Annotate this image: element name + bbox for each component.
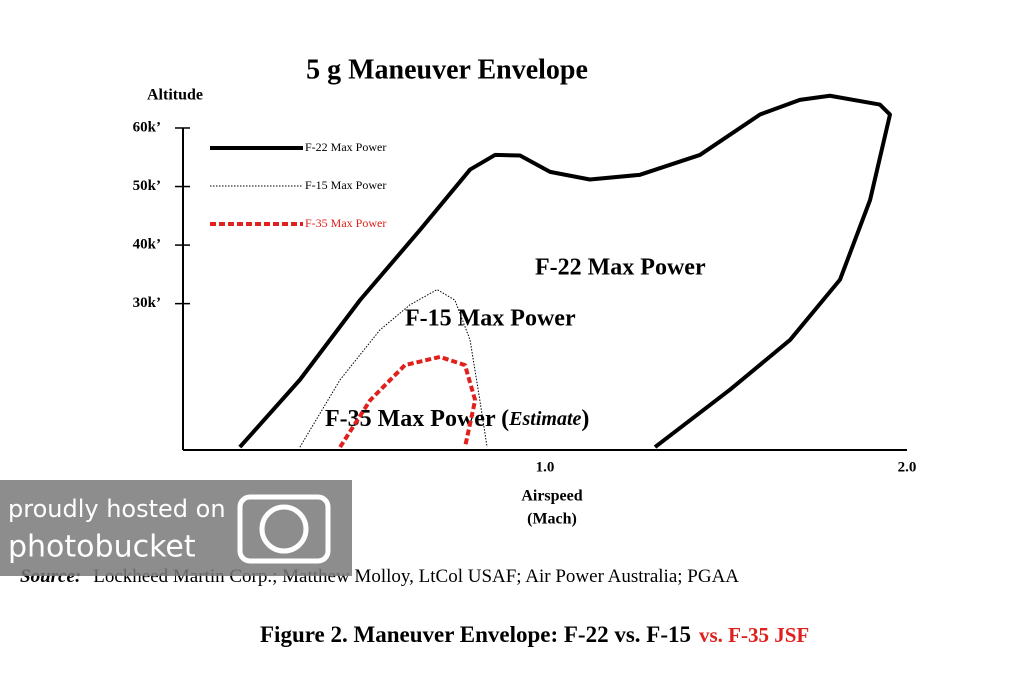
watermark: proudly hosted on photobucket xyxy=(0,480,352,576)
y-tick-label: 40k’ xyxy=(133,237,161,253)
caption: Figure 2. Maneuver Envelope: F-22 vs. F-… xyxy=(260,622,809,647)
x-tick-label: 1.0 xyxy=(536,459,555,475)
x-axis-label: (Mach) xyxy=(527,511,577,528)
legend-label: F-22 Max Power xyxy=(305,140,386,154)
annotation-part: F-35 Max Power ( xyxy=(325,406,509,432)
legend-label: F-15 Max Power xyxy=(305,178,386,192)
x-axis-label: Airspeed xyxy=(521,488,582,505)
series-line xyxy=(238,93,892,449)
series-line xyxy=(299,289,488,448)
y-tick-label: 30k’ xyxy=(133,295,161,311)
legend-label: F-35 Max Power xyxy=(305,216,386,230)
y-tick-label: 60k’ xyxy=(133,119,161,135)
annotation: F-22 Max Power xyxy=(535,255,706,281)
x-tick-label: 2.0 xyxy=(898,459,917,475)
caption-highlight: vs. F-35 JSF xyxy=(699,623,809,647)
series-line xyxy=(338,354,478,449)
y-axis-label: Altitude xyxy=(147,87,203,104)
watermark-icon xyxy=(237,494,331,564)
annotation-part: Estimate xyxy=(508,408,581,430)
watermark-text: proudly hosted on xyxy=(8,495,226,523)
annotation: F-35 Max Power (Estimate) xyxy=(325,406,589,432)
chart-title: 5 g Maneuver Envelope xyxy=(306,54,588,85)
watermark-icon xyxy=(259,504,309,554)
caption-main: Figure 2. Maneuver Envelope: F-22 vs. F-… xyxy=(260,622,691,647)
watermark-text: photobucket xyxy=(8,530,196,565)
annotation-part: ) xyxy=(581,406,589,432)
annotation: F-15 Max Power xyxy=(405,306,576,332)
y-tick-label: 50k’ xyxy=(133,178,161,194)
